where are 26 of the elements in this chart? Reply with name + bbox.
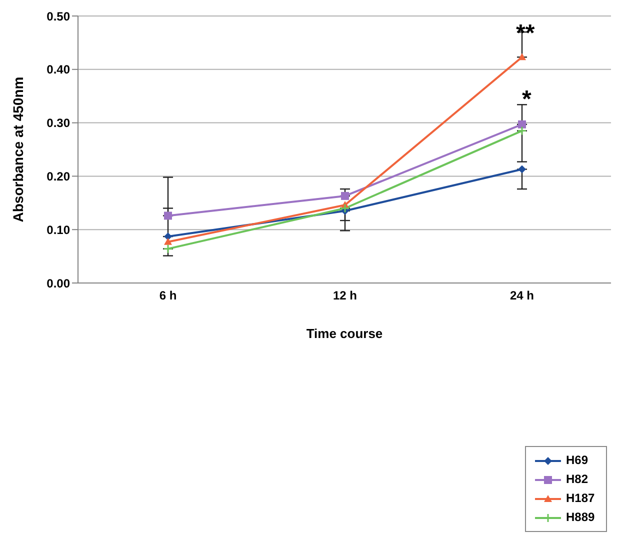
- point: [518, 165, 526, 174]
- x-axis-title: Time course: [306, 326, 383, 341]
- point: [518, 120, 526, 128]
- legend-label: H69: [566, 452, 588, 469]
- x-tick-label: 24 h: [510, 288, 534, 303]
- legend-label: H889: [566, 509, 595, 526]
- point: [164, 212, 172, 220]
- legend-label: H82: [566, 471, 588, 488]
- y-tick-label: 0.00: [46, 276, 70, 290]
- y-tick-label: 0.50: [46, 9, 70, 24]
- y-tick-label: 0.20: [46, 169, 70, 184]
- y-tick-label: 0.30: [46, 116, 70, 130]
- point: [340, 203, 350, 213]
- y-tick-label: 0.10: [46, 222, 70, 237]
- x-tick-label: 12 h: [332, 288, 358, 303]
- x-tick-label: 6 h: [159, 288, 177, 303]
- point: [517, 126, 527, 136]
- y-axis-title: Absorbance at 450nm: [10, 76, 26, 222]
- point: [341, 192, 349, 200]
- point: [518, 53, 526, 60]
- point: [163, 244, 173, 254]
- annotation: *: [522, 86, 532, 113]
- point: [164, 238, 172, 245]
- y-tick-label: 0.40: [46, 62, 70, 77]
- annotation: **: [516, 20, 535, 47]
- legend-label: H187: [566, 490, 595, 507]
